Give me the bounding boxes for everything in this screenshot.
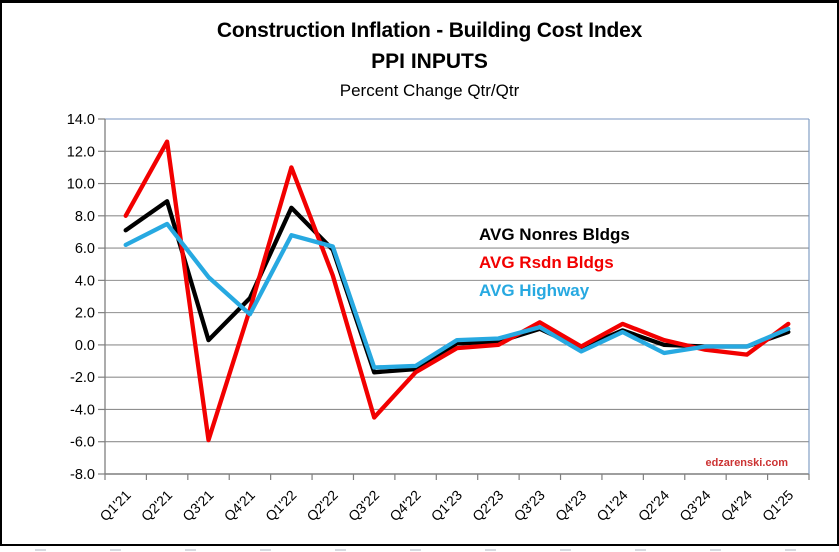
series-line-avg-highway xyxy=(123,221,791,370)
y-axis-tick-label: 2.0 xyxy=(75,306,95,322)
y-axis-tick-label: -2.0 xyxy=(70,370,95,386)
x-axis-tick-label: Q1'25 xyxy=(759,487,797,525)
y-axis-tick-label: -8.0 xyxy=(70,467,95,483)
x-axis-tick-label: Q1'21 xyxy=(96,487,134,525)
y-axis-tick-label: 6.0 xyxy=(75,241,95,257)
x-axis-tick-label: Q3'22 xyxy=(345,487,383,525)
x-axis-tick-label: Q3'24 xyxy=(676,487,714,525)
x-axis-tick-label: Q4'21 xyxy=(221,487,259,525)
y-axis-tick-label: -4.0 xyxy=(70,402,95,418)
y-axis-tick-label: 14.0 xyxy=(67,112,95,128)
x-axis-tick-label: Q3'23 xyxy=(511,487,549,525)
y-axis-tick-label: 10.0 xyxy=(67,177,95,193)
watermark-text: edzarenski.com xyxy=(705,457,788,469)
x-axis-tick-label: Q2'23 xyxy=(469,487,507,525)
y-axis-tick-label: -6.0 xyxy=(70,435,95,451)
y-axis-tick-label: 8.0 xyxy=(75,209,95,225)
legend-item-rsdn: AVG Rsdn Bldgs xyxy=(479,253,614,272)
y-axis-tick-label: 4.0 xyxy=(75,273,95,289)
legend-item-highway: AVG Highway xyxy=(479,281,590,300)
x-axis-tick-label: Q2'22 xyxy=(303,487,341,525)
chart-subtitle-units: Percent Change Qtr/Qtr xyxy=(339,81,520,100)
spreadsheet-row-hint xyxy=(0,546,839,552)
x-axis-tick-label: Q3'21 xyxy=(179,487,217,525)
x-axis-tick-label: Q1'22 xyxy=(262,487,300,525)
x-axis-tick-label: Q1'23 xyxy=(428,487,466,525)
chart-subtitle: PPI INPUTS xyxy=(371,50,488,73)
line-chart-plot-area: 14.0 12.0 10.0 8.0 6.0 4.0 2.0 0.0 -2.0 -4.0 -6.0 -… xyxy=(67,112,810,525)
legend-item-nonres: AVG Nonres Bldgs xyxy=(479,225,630,244)
x-axis-tick-label: Q1'24 xyxy=(593,487,631,525)
x-axis-tick-label: Q4'22 xyxy=(386,487,424,525)
chart-title: Construction Inflation - Building Cost I… xyxy=(216,19,643,42)
series-line-avg-rsdn-bldgs xyxy=(123,139,791,443)
x-axis-tick-label: Q2'24 xyxy=(635,487,673,525)
spreadsheet-cell-borders xyxy=(35,549,839,551)
x-axis-tick-label: Q2'21 xyxy=(138,487,176,525)
x-axis-tick-label: Q4'23 xyxy=(552,487,590,525)
x-axis-tick-label: Q4'24 xyxy=(718,487,756,525)
chart-legend: AVG Nonres Bldgs AVG Rsdn Bldgs AVG High… xyxy=(479,221,630,305)
y-axis-tick-label: 12.0 xyxy=(67,144,95,160)
y-axis-tick-label: 0.0 xyxy=(75,338,95,354)
